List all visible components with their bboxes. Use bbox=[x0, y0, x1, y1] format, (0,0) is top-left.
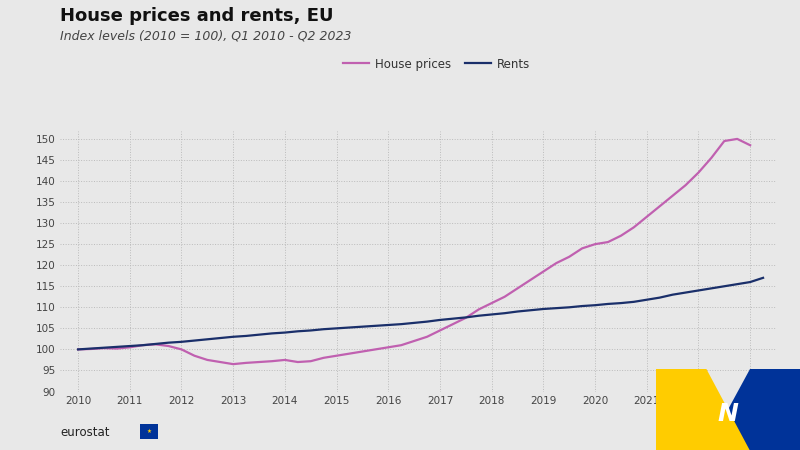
Polygon shape bbox=[656, 369, 750, 450]
Text: House prices and rents, EU: House prices and rents, EU bbox=[60, 7, 334, 25]
Polygon shape bbox=[706, 369, 800, 450]
Text: eurostat: eurostat bbox=[60, 426, 110, 438]
Text: Index levels (2010 = 100), Q1 2010 - Q2 2023: Index levels (2010 = 100), Q1 2010 - Q2 … bbox=[60, 29, 351, 42]
Legend: House prices, Rents: House prices, Rents bbox=[338, 53, 534, 75]
Text: N: N bbox=[718, 401, 738, 426]
Text: ★: ★ bbox=[146, 429, 151, 434]
